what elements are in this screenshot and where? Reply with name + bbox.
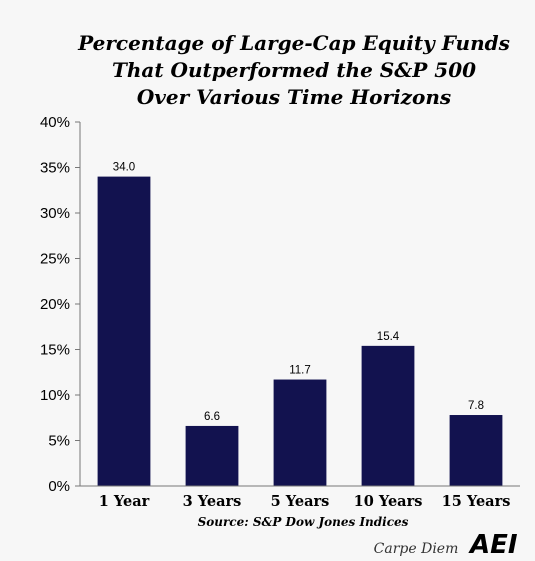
y-axis: 0% 5% 10% 15% 20% 25% 30% 35% 40% xyxy=(40,114,81,495)
chart-title: Percentage of Large-Cap Equity Funds Tha… xyxy=(77,31,510,109)
bar-1 xyxy=(97,176,151,486)
source-note: Source: S&P Dow Jones Indices xyxy=(198,515,409,529)
chart-title-line-2: That Outperformed the S&P 500 xyxy=(112,58,476,82)
y-tick-label: 30% xyxy=(40,205,70,222)
x-tick-label: 3 Years xyxy=(183,493,242,510)
y-tick-label: 20% xyxy=(40,296,70,313)
bar-2 xyxy=(185,425,239,486)
x-tick-label: 10 Years xyxy=(354,493,423,510)
y-tick-label: 35% xyxy=(40,160,70,177)
data-label: 34.0 xyxy=(113,162,135,174)
data-label: 6.6 xyxy=(204,411,220,423)
chart-title-line-3: Over Various Time Horizons xyxy=(137,85,451,109)
y-tick-label: 5% xyxy=(48,433,70,450)
chart-title-line-1: Percentage of Large-Cap Equity Funds xyxy=(77,31,510,55)
y-tick-label: 25% xyxy=(40,251,70,268)
y-tick-label: 10% xyxy=(40,387,70,404)
x-tick-label: 1 Year xyxy=(99,493,150,510)
bars: 34.0 6.6 11.7 15.4 7.8 xyxy=(97,162,503,486)
x-tick-label: 5 Years xyxy=(271,493,330,510)
bar-3 xyxy=(273,379,327,486)
y-tick-label: 0% xyxy=(48,478,70,495)
data-label: 11.7 xyxy=(289,365,311,377)
data-label: 7.8 xyxy=(468,400,484,412)
data-label: 15.4 xyxy=(377,331,400,343)
bar-4 xyxy=(361,345,415,486)
branding: Carpe Diem AEI xyxy=(374,530,518,560)
y-tick-label: 15% xyxy=(40,342,70,359)
x-axis: 1 Year 3 Years 5 Years 10 Years 15 Years xyxy=(80,485,520,510)
aei-logo-text: AEI xyxy=(468,530,518,560)
blog-name: Carpe Diem xyxy=(374,541,459,557)
bar-5 xyxy=(449,415,503,486)
x-tick-label: 15 Years xyxy=(442,493,511,510)
aei-logo: AEI xyxy=(468,530,518,560)
y-tick-label: 40% xyxy=(40,114,70,131)
